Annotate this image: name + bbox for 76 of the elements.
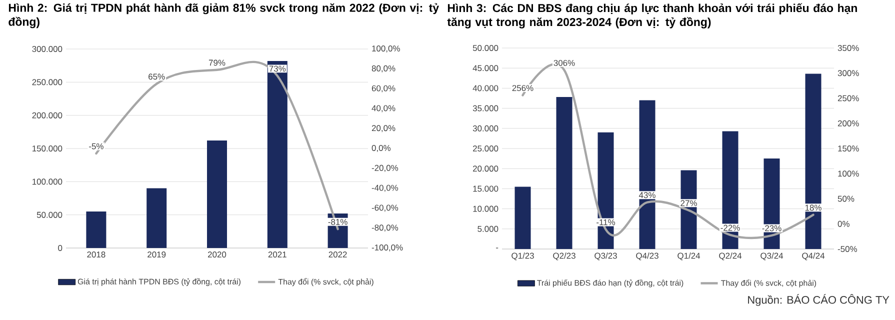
bar [639,100,656,250]
y2-tick-label: -60,0% [372,204,398,212]
y2-tick-label: -40,0% [372,184,398,192]
data-label: -22% [720,224,740,231]
y-tick-label: 50.000 [472,45,498,51]
y2-tick-label: -80,0% [372,224,398,232]
data-label: 79% [208,60,226,66]
x-tick-label: 2022 [328,252,347,258]
y-tick-label: 15.000 [473,186,498,192]
data-label: -5% [89,143,104,150]
data-label: -23% [762,225,782,232]
bar [207,140,227,248]
data-label: -11% [596,219,616,226]
text: Nguồn: BÁO CÁO CÔNG TY [748,294,890,306]
y2-tick-label: 60,0% [372,85,396,92]
y2-tick-label: 150% [838,146,859,152]
y2-tick-label: 200% [838,120,859,126]
y-tick-label: 35.000 [472,105,498,112]
x-tick-label: Q4/24 [802,252,825,260]
y2-tick-label: 250% [838,95,859,102]
y2-tick-label: -20,0% [372,164,398,172]
data-label: 256% [512,85,534,92]
y2-tick-label: 300% [838,70,859,76]
bar [146,188,167,248]
y2-tick-label: 100,0% [372,46,400,52]
data-label: 43% [638,192,656,198]
data-label: -81% [328,218,348,225]
x-tick-label: Q1/23 [512,252,534,260]
x-tick-label: 2021 [268,252,286,258]
chart-title: Hình 3: Các DN BĐS đang chịu áp lực thanh khoản với trái phiếu đáo hạn tăng vụt trong năm 2023-2024 (Đơn vị: tỷ đồng) [447,3,857,28]
x-tick-label: Q1/24 [678,252,700,260]
y-tick-label: 10.000 [473,206,498,212]
data-label: 27% [680,200,697,206]
y-tick-label: 50.000 [36,212,62,218]
x-tick-label: 2020 [208,252,226,258]
data-label: 65% [148,74,165,80]
data-label: 18% [805,204,822,211]
x-tick-label: Q2/23 [553,252,576,260]
y2-tick-label: -100,0% [372,244,403,252]
x-tick-label: 2018 [87,252,106,258]
y-tick-label: 200.000 [32,112,62,118]
y2-tick-label: 50% [838,196,854,202]
y2-tick-label: 0% [838,220,850,227]
y-tick-label: 40.000 [472,85,498,92]
x-tick-label: Q3/23 [594,252,617,260]
x-tick-label: Q4/23 [636,252,658,260]
y-tick-label: 150.000 [32,146,62,152]
y2-tick-label: -50% [838,246,857,252]
data-label: 73% [269,66,286,72]
y2-tick-label: 0,0% [372,145,391,152]
y-tick-label: 20.000 [473,166,498,172]
bar [267,60,288,248]
bar [805,74,822,250]
x-tick-label: Q3/24 [760,252,784,260]
chart-title: Hình 2: Giá trị TPDN phát hành đã giảm 81% svck trong năm 2022 (Đơn vị: tỷ đồng) [8,3,439,28]
y-tick-label: 45.000 [472,65,498,72]
bar [722,131,738,250]
y-tick-label: 5.000 [478,226,498,232]
y2-tick-label: 40,0% [372,105,396,112]
y2-tick-label: 350% [838,45,859,51]
bar [598,132,614,250]
y-tick-label: 300.000 [32,46,62,52]
y2-tick-label: 80,0% [372,65,396,72]
bar [514,186,531,250]
y-tick-label: 250.000 [32,79,62,86]
bar [86,212,106,248]
y2-tick-label: 100% [838,170,859,177]
y-tick-label: 30.000 [472,125,498,132]
y-tick-label: 25.000 [473,146,498,152]
y-tick-label: 0 [58,245,62,251]
y2-tick-label: 20,0% [372,125,396,132]
x-tick-label: Q2/24 [719,252,742,260]
bar [556,97,572,250]
data-label: 306% [554,60,575,66]
y-tick-label: 100.000 [32,178,62,185]
x-tick-label: 2019 [148,252,166,258]
